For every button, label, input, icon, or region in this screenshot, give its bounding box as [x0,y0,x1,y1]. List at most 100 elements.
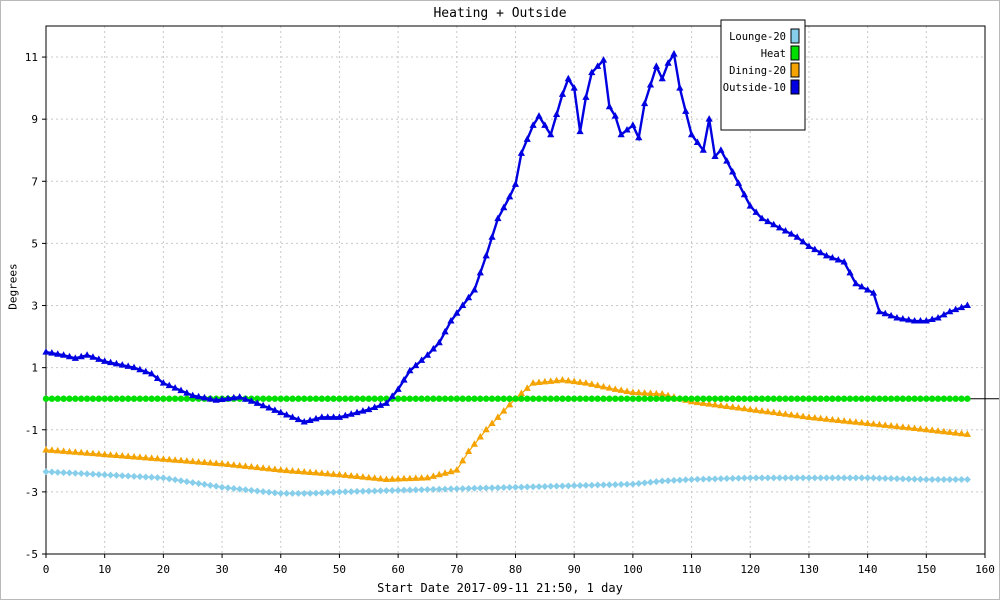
data-point-outside-10 [400,376,408,383]
data-point-dining-20 [558,376,567,383]
data-point-outside-10 [318,413,326,420]
data-point-outside-10 [95,355,103,362]
data-point-lounge-20 [212,482,220,490]
data-point-outside-10 [846,268,854,276]
data-point-lounge-20 [611,481,619,489]
data-point-lounge-20 [476,484,484,492]
legend-label: Heat [761,48,786,60]
data-point-lounge-20 [341,488,349,496]
data-point-outside-10 [247,397,256,404]
data-point-heat [811,395,819,402]
data-point-lounge-20 [312,489,320,497]
data-point-dining-20 [881,421,889,428]
data-point-dining-20 [799,412,807,420]
data-point-outside-10 [212,396,220,403]
data-point-dining-20 [822,415,831,422]
data-point-heat [154,395,161,402]
data-point-outside-10 [224,394,232,402]
data-point-dining-20 [318,469,326,476]
data-point-dining-20 [48,446,56,453]
data-point-heat [688,395,695,402]
data-point-outside-10 [928,315,936,323]
x-tick-label: 0 [43,563,50,576]
data-point-heat [934,395,942,402]
data-point-lounge-20 [365,487,373,495]
data-point-dining-20 [453,466,461,473]
data-point-outside-10 [541,121,549,128]
y-axis-label: Degrees [6,263,20,310]
data-point-heat [142,395,149,402]
data-point-heat [846,395,854,402]
data-point-dining-20 [470,440,479,447]
data-point-outside-10 [682,107,690,114]
data-point-dining-20 [770,408,778,416]
data-point-heat [254,395,261,402]
data-point-dining-20 [840,417,848,424]
data-point-lounge-20 [300,489,308,497]
data-point-outside-10 [858,282,866,290]
data-point-heat [547,395,554,402]
data-point-outside-10 [535,112,543,119]
data-point-lounge-20 [347,488,355,496]
data-point-lounge-20 [529,483,537,491]
data-point-outside-10 [359,407,367,414]
data-point-outside-10 [799,237,807,245]
data-point-outside-10 [940,310,948,318]
data-point-dining-20 [934,427,942,434]
data-point-dining-20 [177,456,185,464]
data-point-heat [623,395,631,402]
data-point-outside-10 [869,289,878,296]
data-point-dining-20 [617,386,625,393]
data-point-dining-20 [482,425,490,433]
data-point-outside-10 [371,403,379,411]
data-point-outside-10 [153,374,162,382]
x-tick-label: 60 [392,563,405,576]
data-point-outside-10 [453,309,461,316]
data-point-lounge-20 [723,475,731,483]
data-point-outside-10 [734,179,743,186]
data-point-heat [606,395,613,402]
data-point-outside-10 [394,385,402,392]
data-point-heat [148,395,155,402]
data-point-outside-10 [875,307,883,315]
data-point-lounge-20 [418,486,426,494]
data-point-outside-10 [130,363,138,371]
data-point-dining-20 [412,474,420,481]
data-point-dining-20 [136,453,144,460]
data-point-heat [412,395,419,402]
data-point-lounge-20 [171,476,179,484]
data-point-heat [747,395,754,402]
data-point-dining-20 [869,420,878,427]
data-point-lounge-20 [776,474,784,482]
data-point-heat [506,395,513,402]
x-axis-label: Start Date 2017-09-11 21:50, 1 day [377,581,623,595]
data-point-lounge-20 [553,482,561,490]
data-point-outside-10 [723,157,731,164]
data-point-lounge-20 [605,481,613,489]
data-point-heat [829,395,836,402]
data-point-lounge-20 [717,475,725,483]
data-point-outside-10 [517,149,525,156]
data-point-lounge-20 [541,482,549,490]
data-point-dining-20 [723,402,731,409]
data-point-heat [166,395,173,402]
data-point-lounge-20 [259,488,267,496]
data-point-lounge-20 [875,474,883,482]
data-point-dining-20 [928,426,936,433]
data-point-heat [101,395,108,402]
data-point-heat [494,395,502,402]
data-point-outside-10 [165,381,173,389]
data-point-dining-20 [541,377,549,385]
data-point-lounge-20 [159,474,167,482]
data-point-dining-20 [893,422,901,430]
data-point-lounge-20 [353,487,361,495]
data-point-lounge-20 [118,472,126,480]
data-point-dining-20 [957,429,966,437]
data-point-outside-10 [899,314,907,322]
y-tick-label: -3 [25,486,38,499]
data-point-heat [347,395,355,402]
data-point-outside-10 [447,317,455,324]
data-point-dining-20 [212,459,220,466]
data-point-outside-10 [48,349,56,356]
